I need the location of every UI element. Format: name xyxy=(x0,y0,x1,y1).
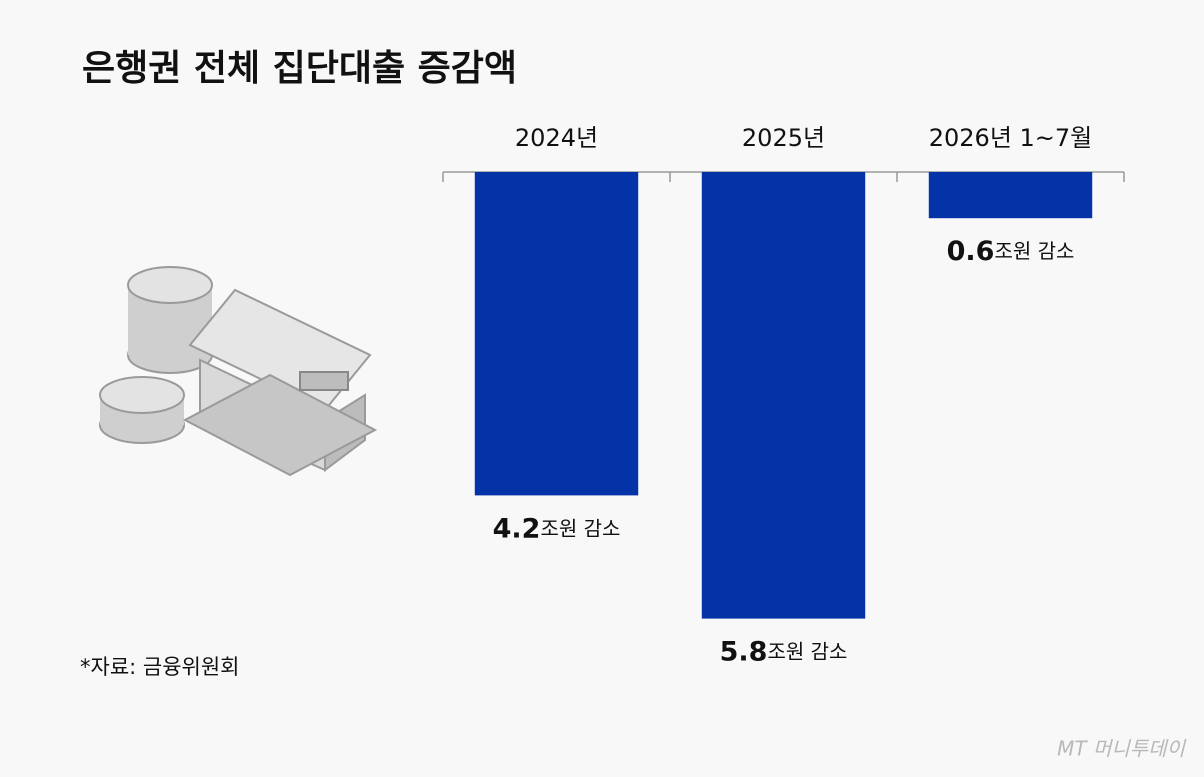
value-label: 0.6조원 감소 xyxy=(947,236,1075,267)
bank-illustration xyxy=(99,266,378,477)
value-unit: 조원 감소 xyxy=(994,239,1074,263)
bar xyxy=(474,172,639,496)
value-number: 4.2 xyxy=(493,513,541,544)
category-label: 2026년 1~7월 xyxy=(929,124,1093,152)
watermark: MT 머니투데이 xyxy=(1057,737,1186,761)
value-label: 5.8조원 감소 xyxy=(720,636,848,667)
chart-title: 은행권 전체 집단대출 증감액 xyxy=(82,48,517,89)
value-label: 4.2조원 감소 xyxy=(493,513,621,544)
source-note: *자료: 금융위원회 xyxy=(80,655,240,679)
value-unit: 조원 감소 xyxy=(540,516,620,540)
category-label: 2024년 xyxy=(515,124,598,152)
value-number: 0.6 xyxy=(947,236,995,267)
value-unit: 조원 감소 xyxy=(767,639,847,663)
bar xyxy=(928,172,1093,219)
bar xyxy=(701,172,866,619)
category-label: 2025년 xyxy=(742,124,825,152)
value-number: 5.8 xyxy=(720,636,768,667)
